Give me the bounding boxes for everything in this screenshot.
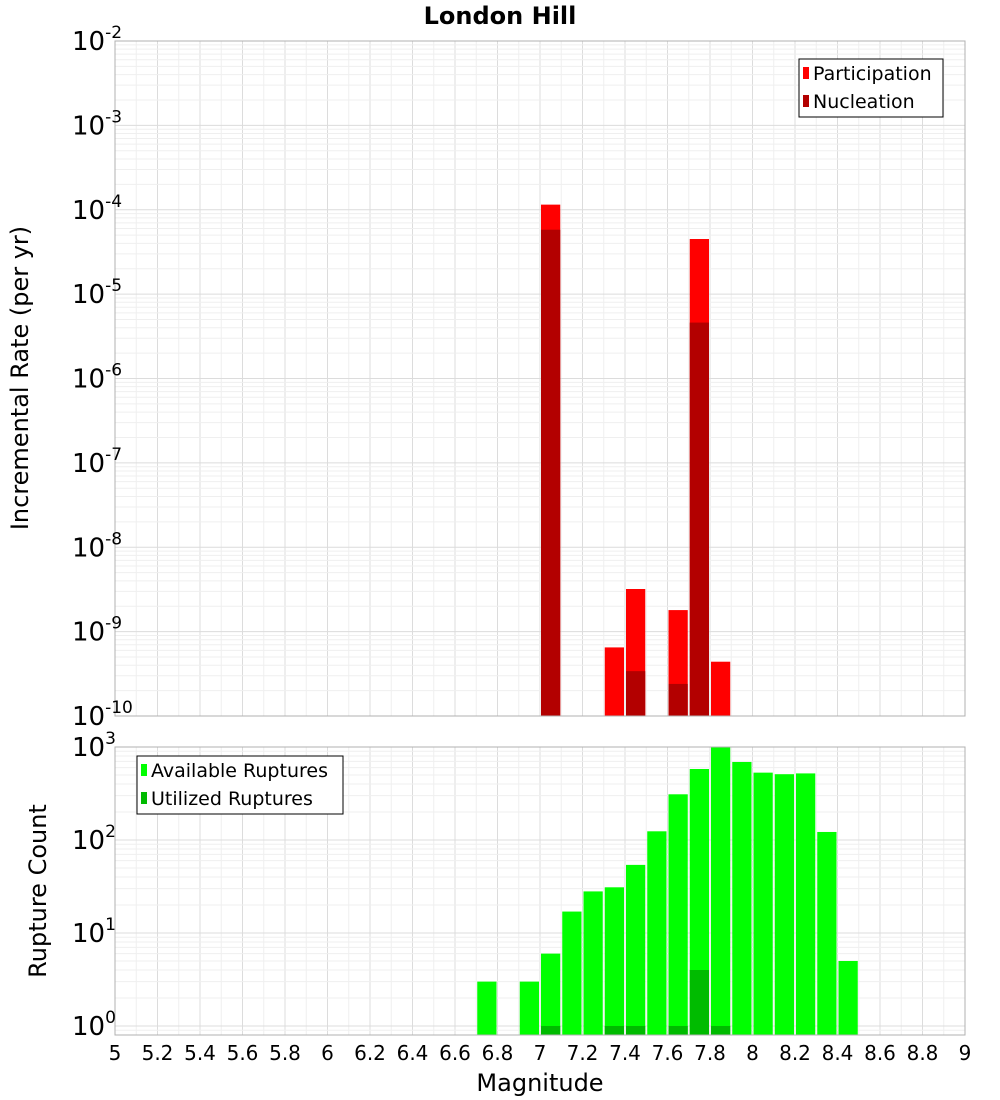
y-tick-label: 10-8 [72,529,122,563]
x-tick-label: 6.2 [354,1041,386,1065]
y-tick-label: 10-9 [72,614,122,648]
available-ruptures-bar [753,772,773,1035]
available-ruptures-bar [817,831,837,1035]
x-tick-label: 5.8 [269,1041,301,1065]
top-legend-box [798,58,944,118]
top-bars [541,204,731,717]
nucleation-bar [668,683,688,716]
x-tick-label: 8.2 [779,1041,811,1065]
x-tick-labels: 5 5.2 5.4 5.6 5.8 6 6.2 6.4 6.6 6.8 7 7.2 7.4 7.6 7.8 8… [109,1041,972,1065]
y-tick-label: 10-2 [72,23,122,57]
x-tick-label: 8.6 [864,1041,896,1065]
bottom-legend-box [136,755,344,815]
legend-swatch-participation [803,67,809,79]
utilized-ruptures-bar [711,1025,731,1035]
top-legend: Participation Nucleation [798,58,944,118]
legend-label-available: Available Ruptures [151,760,328,782]
available-ruptures-bar [604,887,624,1035]
chart-title: London Hill [424,2,577,30]
y-tick-label: 10-5 [72,276,122,310]
x-tick-label: 6.8 [482,1041,514,1065]
available-ruptures-bar [838,960,858,1035]
x-tick-label: 7.8 [694,1041,726,1065]
utilized-ruptures-bar [689,969,709,1035]
x-tick-label: 5.4 [184,1041,216,1065]
x-tick-label: 8 [746,1041,759,1065]
available-ruptures-bar [626,864,646,1035]
available-ruptures-bar [668,794,688,1035]
bottom-plot-frame [114,746,966,1036]
participation-bar [711,661,731,716]
participation-bar [604,647,624,716]
nucleation-bar [541,229,561,717]
available-ruptures-bar [796,773,816,1035]
x-tick-label: 7.6 [652,1041,684,1065]
available-ruptures-bar [583,891,603,1035]
top-gridlines [114,40,966,717]
x-tick-label: 5.6 [227,1041,259,1065]
bottom-bars [477,747,858,1035]
top-plot-frame [114,40,966,717]
x-tick-label: 9 [959,1041,972,1065]
x-tick-label: 8.4 [822,1041,854,1065]
available-ruptures-bar [774,774,794,1035]
available-ruptures-bar [647,831,667,1035]
available-ruptures-bar [689,769,709,1035]
y-tick-label: 10-4 [72,192,122,226]
bottom-y-axis-label: Rupture Count [24,804,52,978]
x-tick-label: 8.8 [907,1041,939,1065]
x-tick-label: 5.2 [142,1041,174,1065]
top-y-tick-labels: 10-10 10-9 10-8 10-7 10-6 10-5 10-4 10-3 10-2 [72,23,133,732]
x-tick-label: 5 [109,1041,122,1065]
bottom-y-tick-labels: 100 101 102 103 [72,729,116,1042]
y-tick-label: 101 [72,915,116,949]
utilized-ruptures-bar [626,1025,646,1035]
y-tick-label: 10-7 [72,445,122,479]
x-axis-label: Magnitude [476,1069,603,1097]
y-tick-label: 10-10 [72,698,133,732]
x-tick-label: 6 [321,1041,334,1065]
legend-label-participation: Participation [813,63,932,85]
legend-swatch-available [141,764,147,776]
available-ruptures-bar [541,953,561,1035]
available-ruptures-bar [732,761,752,1035]
x-tick-label: 7.2 [567,1041,599,1065]
y-tick-label: 100 [72,1008,116,1042]
nucleation-bar [689,322,709,716]
x-tick-label: 6.4 [397,1041,429,1065]
legend-label-nucleation: Nucleation [813,91,915,113]
legend-swatch-utilized [141,792,147,804]
utilized-ruptures-bar [604,1025,624,1035]
bottom-legend: Available Ruptures Utilized Ruptures [136,755,344,815]
bottom-panel: 100 101 102 103 5 5.2 5.4 5.6 5.8 6 6.2 6.4 6.6 6.8 7… [24,729,971,1097]
utilized-ruptures-bar [541,1025,561,1035]
legend-swatch-nucleation [803,95,809,107]
top-panel: 10-10 10-9 10-8 10-7 10-6 10-5 10-4 10-3 10-2 In… [6,23,966,732]
available-ruptures-bar [562,911,582,1035]
x-tick-label: 7.4 [609,1041,641,1065]
available-ruptures-bar [519,981,539,1035]
legend-label-utilized: Utilized Ruptures [151,788,313,810]
nucleation-bar [626,671,646,716]
y-tick-label: 103 [72,729,116,763]
x-tick-label: 7 [534,1041,547,1065]
utilized-ruptures-bar [668,1025,688,1035]
y-tick-label: 10-6 [72,361,122,395]
x-tick-label: 6.6 [439,1041,471,1065]
y-tick-label: 10-3 [72,107,122,141]
y-tick-label: 102 [72,822,116,856]
available-ruptures-bar [477,981,497,1035]
available-ruptures-bar [711,747,731,1035]
top-y-axis-label: Incremental Rate (per yr) [6,226,34,530]
